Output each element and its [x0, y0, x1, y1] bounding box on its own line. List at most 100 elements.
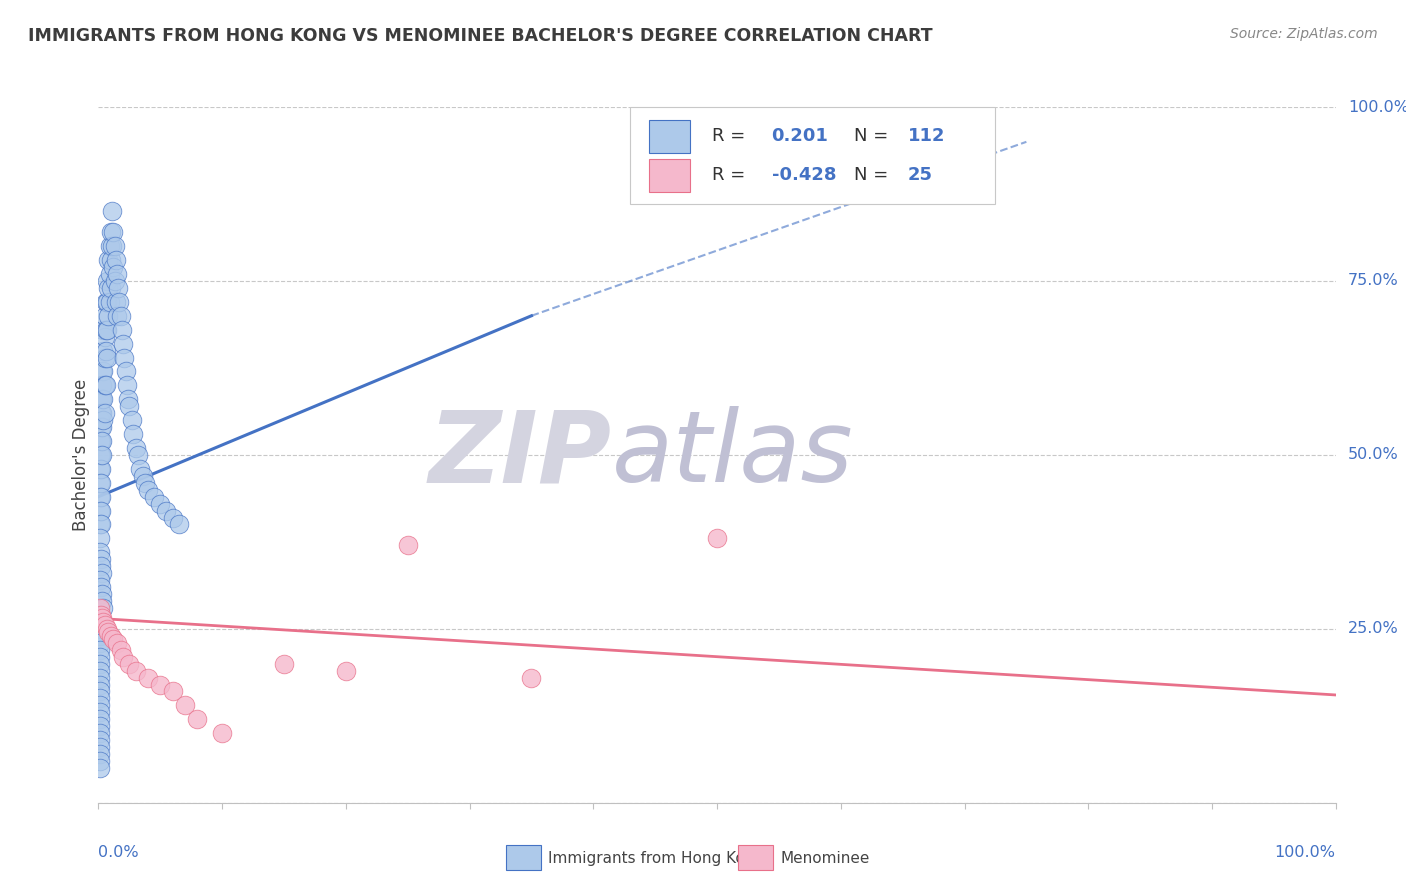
Point — [93, 323, 115, 337]
Point — [90, 503, 112, 517]
Point — [89, 545, 111, 559]
Point — [96, 294, 118, 309]
Point — [90, 392, 112, 407]
Point — [96, 323, 118, 337]
Point — [97, 281, 120, 295]
Point — [91, 378, 114, 392]
Point — [93, 406, 115, 420]
Point — [104, 294, 127, 309]
Point — [91, 448, 114, 462]
Point — [93, 343, 115, 358]
Point — [91, 364, 114, 378]
Bar — [650, 159, 690, 192]
Point — [89, 573, 111, 587]
Point — [93, 618, 115, 632]
Text: Source: ZipAtlas.com: Source: ZipAtlas.com — [1230, 27, 1378, 41]
Point — [94, 294, 117, 309]
Point — [89, 677, 111, 691]
Point — [93, 378, 115, 392]
Point — [110, 642, 132, 657]
Point — [89, 462, 111, 476]
Text: R =: R = — [711, 128, 751, 145]
Y-axis label: Bachelor's Degree: Bachelor's Degree — [72, 379, 90, 531]
Point — [89, 503, 111, 517]
Point — [110, 309, 132, 323]
Point — [114, 364, 136, 378]
Point — [100, 629, 122, 643]
Point — [162, 684, 184, 698]
Point — [89, 532, 111, 546]
Text: 25: 25 — [908, 166, 932, 185]
Text: 112: 112 — [908, 128, 945, 145]
Text: 0.201: 0.201 — [772, 128, 828, 145]
Point — [118, 657, 141, 671]
Point — [103, 225, 125, 239]
Point — [89, 698, 111, 713]
Point — [111, 323, 134, 337]
Point — [91, 611, 114, 625]
Text: IMMIGRANTS FROM HONG KONG VS MENOMINEE BACHELOR'S DEGREE CORRELATION CHART: IMMIGRANTS FROM HONG KONG VS MENOMINEE B… — [28, 27, 932, 45]
Point — [89, 601, 111, 615]
Point — [90, 434, 112, 448]
Point — [90, 420, 112, 434]
Point — [90, 462, 112, 476]
Text: N =: N = — [855, 128, 894, 145]
Point — [112, 336, 135, 351]
Text: -0.428: -0.428 — [772, 166, 837, 185]
Point — [97, 253, 120, 268]
Point — [90, 607, 112, 622]
Point — [186, 712, 208, 726]
Text: 50.0%: 50.0% — [1348, 448, 1399, 462]
Point — [149, 497, 172, 511]
Point — [105, 267, 128, 281]
Point — [89, 413, 111, 427]
Point — [93, 329, 115, 343]
Point — [93, 392, 115, 407]
Point — [706, 532, 728, 546]
Point — [96, 351, 118, 365]
Point — [90, 448, 112, 462]
Point — [89, 607, 111, 622]
Point — [89, 517, 111, 532]
Point — [89, 712, 111, 726]
Point — [89, 733, 111, 747]
Point — [91, 587, 114, 601]
Point — [89, 754, 111, 768]
Point — [93, 351, 115, 365]
Point — [91, 392, 114, 407]
Point — [112, 351, 135, 365]
Point — [211, 726, 233, 740]
Text: Immigrants from Hong Kong: Immigrants from Hong Kong — [548, 851, 765, 865]
Point — [97, 625, 120, 640]
Point — [136, 483, 159, 497]
Point — [132, 468, 155, 483]
Text: 100.0%: 100.0% — [1348, 100, 1406, 114]
Point — [90, 517, 112, 532]
Point — [143, 490, 166, 504]
Text: Menominee: Menominee — [780, 851, 870, 865]
Text: 75.0%: 75.0% — [1348, 274, 1399, 288]
Point — [89, 490, 111, 504]
Point — [396, 538, 419, 552]
Point — [162, 510, 184, 524]
Point — [98, 239, 121, 253]
Point — [122, 427, 145, 442]
Point — [124, 664, 146, 678]
Point — [93, 309, 115, 323]
Point — [89, 448, 111, 462]
Point — [90, 580, 112, 594]
Point — [89, 434, 111, 448]
Point — [89, 747, 111, 761]
Point — [105, 636, 128, 650]
Point — [89, 740, 111, 755]
Text: ZIP: ZIP — [429, 407, 612, 503]
Point — [335, 664, 357, 678]
Point — [121, 413, 143, 427]
Point — [167, 517, 190, 532]
Point — [89, 657, 111, 671]
Point — [98, 294, 121, 309]
Point — [94, 343, 117, 358]
FancyBboxPatch shape — [630, 107, 995, 204]
Point — [90, 559, 112, 574]
Point — [89, 649, 111, 664]
